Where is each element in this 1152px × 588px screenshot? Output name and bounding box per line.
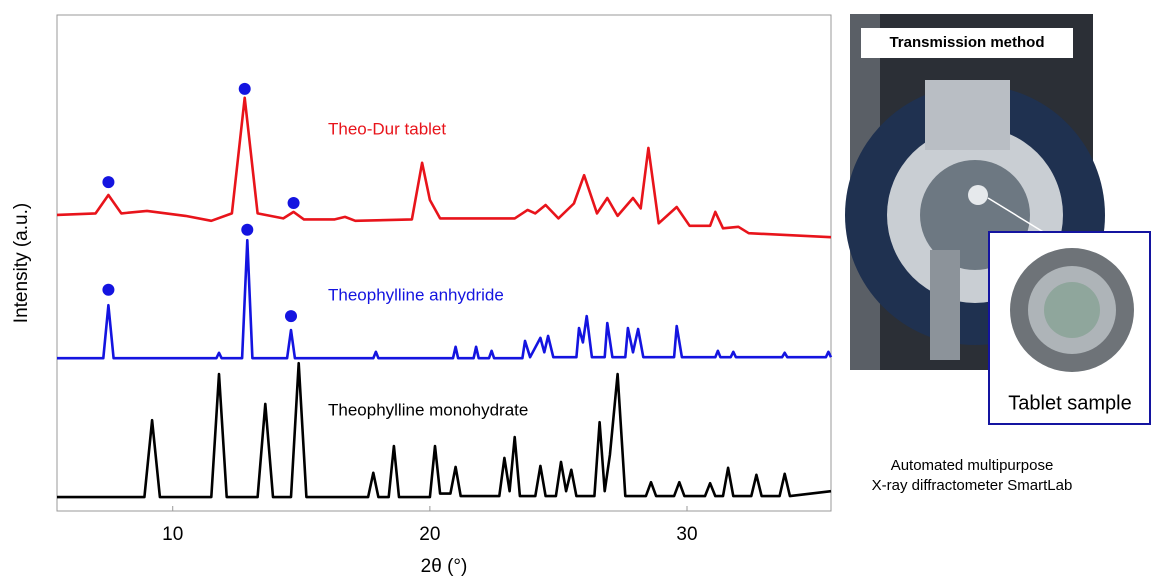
- photo: Transmission method Tablet sample Automa…: [845, 14, 1151, 494]
- peak-marker: [285, 310, 297, 323]
- x-tick-label: 20: [419, 524, 440, 545]
- peak-marker: [102, 176, 115, 189]
- peak-marker: [241, 223, 254, 236]
- tablet: [1044, 282, 1100, 338]
- peak-marker: [102, 283, 115, 296]
- spectrum: [56, 96, 832, 239]
- peak-marker: [238, 82, 251, 95]
- y-axis-label: Intensity (a.u.): [11, 203, 32, 323]
- x-axis-label: 2θ (°): [421, 556, 468, 577]
- x-tick-label: 10: [162, 524, 183, 545]
- photo-label: Transmission method: [889, 34, 1044, 51]
- photo-sample: [968, 185, 988, 205]
- photo-detector: [925, 80, 1010, 150]
- photo-label-box: [861, 28, 1073, 58]
- x-tick-label: 30: [676, 524, 697, 545]
- series-label: Theophylline anhydride: [328, 285, 504, 304]
- peak-marker: [287, 196, 300, 209]
- caption: X-ray diffractometer SmartLab: [872, 477, 1073, 494]
- photo-arm: [930, 250, 960, 360]
- spectrum: [57, 238, 833, 360]
- spectrum: [57, 361, 832, 499]
- series-label: Theophylline monohydrate: [328, 400, 528, 419]
- callout-line: [987, 197, 1046, 234]
- inset-label: Tablet sample: [1008, 392, 1131, 414]
- caption: Automated multipurpose: [891, 457, 1054, 474]
- series-label: Theo-Dur tablet: [328, 119, 446, 138]
- plot-frame: [56, 14, 832, 512]
